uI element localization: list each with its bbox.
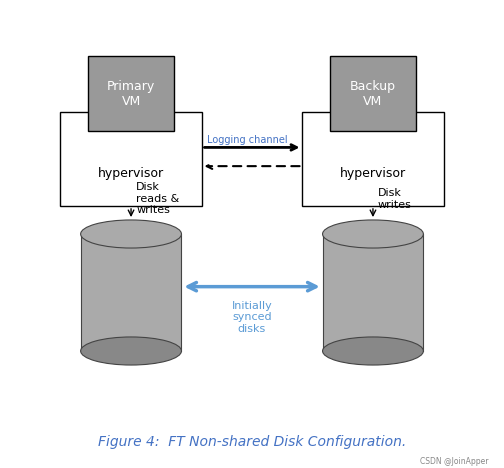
Ellipse shape bbox=[81, 220, 181, 248]
FancyBboxPatch shape bbox=[330, 56, 416, 131]
Text: Logging channel: Logging channel bbox=[207, 135, 287, 145]
FancyBboxPatch shape bbox=[88, 56, 174, 131]
Ellipse shape bbox=[323, 220, 423, 248]
Polygon shape bbox=[81, 234, 181, 351]
Polygon shape bbox=[323, 234, 423, 351]
Text: Primary
VM: Primary VM bbox=[107, 80, 155, 108]
Ellipse shape bbox=[323, 337, 423, 365]
Text: hypervisor: hypervisor bbox=[98, 167, 164, 180]
Text: Disk
reads &
writes: Disk reads & writes bbox=[136, 183, 179, 215]
Text: Initially
synced
disks: Initially synced disks bbox=[232, 300, 272, 334]
Text: Disk
writes: Disk writes bbox=[378, 188, 412, 210]
FancyBboxPatch shape bbox=[60, 112, 202, 206]
Text: hypervisor: hypervisor bbox=[340, 167, 406, 180]
FancyBboxPatch shape bbox=[302, 112, 444, 206]
Text: Backup
VM: Backup VM bbox=[350, 80, 396, 108]
Text: CSDN @JoinApper: CSDN @JoinApper bbox=[420, 457, 489, 466]
Ellipse shape bbox=[81, 337, 181, 365]
Text: Figure 4:  FT Non-shared Disk Configuration.: Figure 4: FT Non-shared Disk Configurati… bbox=[98, 435, 406, 449]
